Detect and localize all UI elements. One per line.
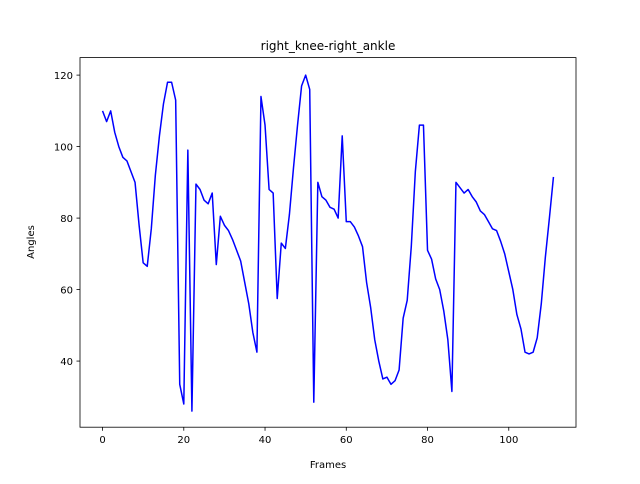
y-tick-label: 80 [60, 214, 73, 225]
x-tick-label: 20 [177, 435, 190, 446]
x-tick-label: 60 [340, 435, 353, 446]
y-tick-label: 120 [54, 71, 73, 82]
plot-frame [79, 57, 577, 428]
y-axis-label: Angles [26, 225, 37, 259]
x-tick-label: 80 [421, 435, 434, 446]
data-line [101, 74, 555, 412]
y-tick-label: 100 [54, 143, 73, 154]
x-tick-label: 0 [99, 435, 105, 446]
chart-title: right_knee-right_ankle [261, 39, 396, 53]
x-axis-label: Frames [310, 460, 346, 471]
x-tick-label: 40 [259, 435, 272, 446]
y-tick-label: 60 [60, 286, 73, 297]
y-tick-label: 40 [60, 357, 73, 368]
x-tick-label: 100 [499, 435, 518, 446]
